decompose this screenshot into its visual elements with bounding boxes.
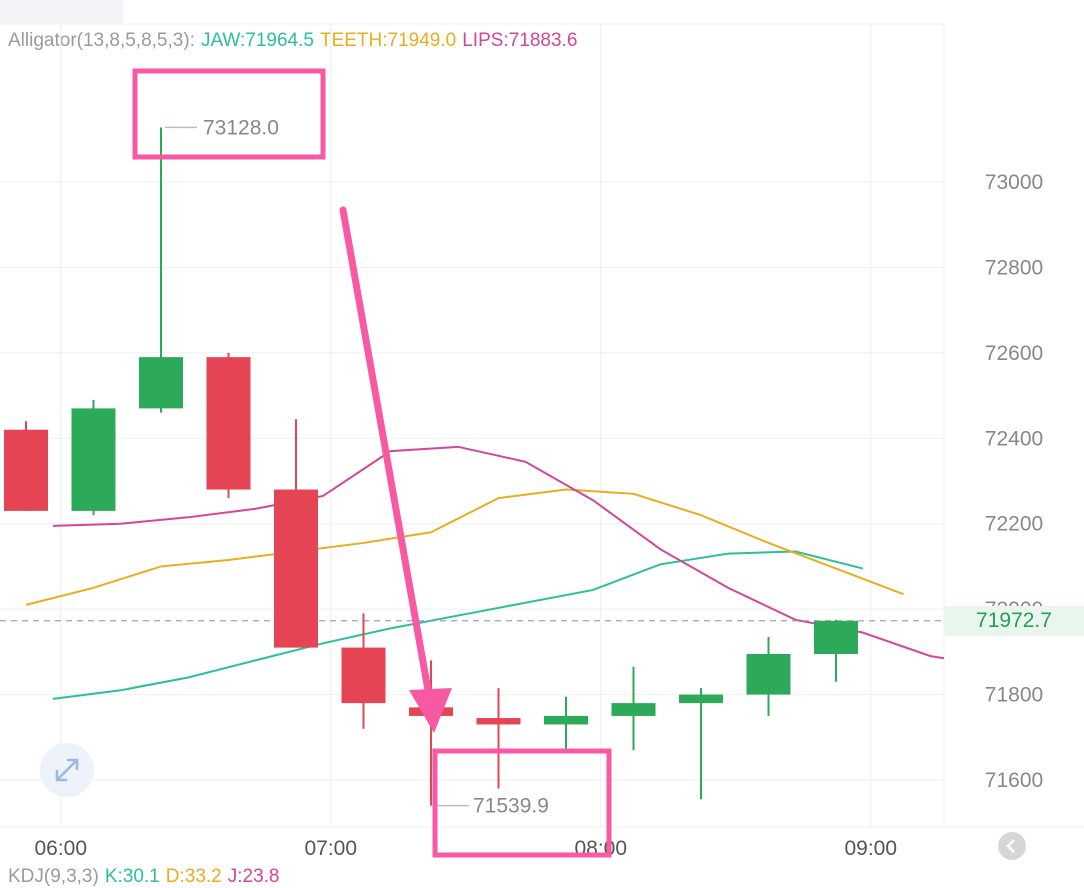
kdj-k: K:30.1 (104, 866, 160, 887)
lips-value: LIPS:71883.6 (462, 30, 578, 51)
collapse-button[interactable] (998, 832, 1026, 860)
candles (4, 127, 858, 806)
candle-body-up (544, 715, 588, 725)
high-highlight-box (132, 68, 326, 160)
price-tick-label: 72400 (985, 427, 1043, 450)
candle-body-down (341, 647, 386, 704)
annotation-arrow-head (409, 688, 452, 733)
price-tick-label: 73000 (985, 171, 1043, 194)
kdj-j: J:23.8 (227, 866, 280, 887)
price-tick-label: 72200 (985, 513, 1043, 536)
teeth-value: TEETH:71949.0 (319, 30, 457, 51)
candle-body-down (206, 357, 251, 490)
kdj-label: KDJ(9,3,3) (8, 866, 99, 887)
grid-lines (0, 23, 1084, 828)
candle-body-up (71, 408, 116, 511)
low-highlight-box (432, 748, 612, 858)
kdj-d: D:33.2 (165, 866, 222, 887)
lips-line (52, 445, 945, 660)
collapse-chevron-icon (1006, 839, 1015, 853)
alligator-legend: Alligator(13,8,5,8,5,3): JAW:71964.5 TEETH… (8, 30, 583, 52)
jaw-value: JAW:71964.5 (200, 30, 314, 51)
price-tick-label: 71600 (985, 769, 1043, 792)
top-tab-placeholder (0, 0, 123, 24)
candle-body-down (274, 489, 318, 648)
price-tick-label: 72800 (985, 256, 1043, 279)
candle-body-up (139, 357, 183, 409)
candle-body-up (679, 694, 723, 704)
current-price-tag: 71972.7 (944, 606, 1084, 636)
alligator-label: Alligator(13,8,5,8,5,3): (8, 30, 195, 51)
candle-body-up (746, 653, 791, 695)
low-price-label: 71539.9 (473, 795, 549, 818)
expand-arrows-icon (55, 758, 79, 782)
kdj-legend: KDJ(9,3,3) K:30.1 D:33.2 J:23.8 (8, 866, 286, 888)
high-price-label: 73128.0 (203, 116, 279, 139)
candle-body-down (4, 429, 48, 511)
price-tick-label: 71800 (985, 684, 1043, 707)
annotations: 73128.0 71539.9 (132, 68, 612, 858)
price-tick-label: 72600 (985, 342, 1043, 365)
teeth-line (25, 488, 904, 606)
candle-body-down (476, 718, 521, 725)
annotation-arrow-shaft (339, 206, 432, 694)
jaw-line (52, 550, 864, 700)
price-axis: 7160071800720007220072400726007280073000 (985, 171, 1043, 792)
time-tick-label: 09:00 (844, 837, 897, 860)
candle-body-up (814, 620, 858, 654)
time-tick-label: 06:00 (34, 837, 87, 860)
alligator-lines (0, 445, 945, 700)
time-tick-label: 07:00 (304, 837, 357, 860)
candle-body-up (611, 703, 656, 716)
time-axis: 06:00 07:00 08:00 09:00 (34, 837, 897, 860)
expand-button[interactable] (40, 743, 94, 797)
